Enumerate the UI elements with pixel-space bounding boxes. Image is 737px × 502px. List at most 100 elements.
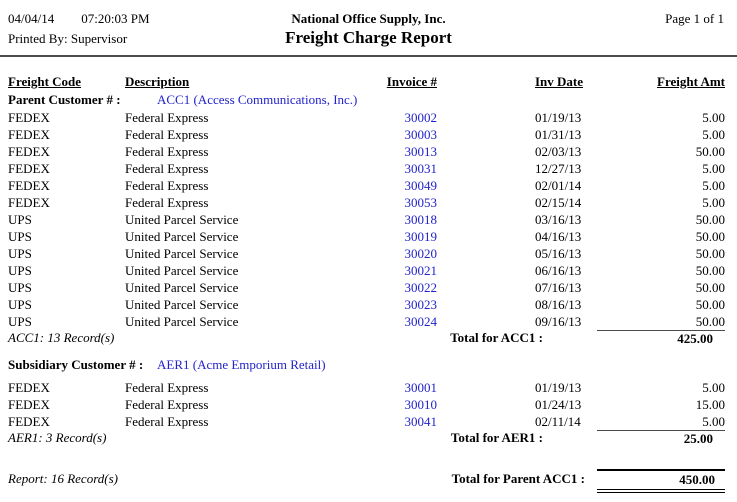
cell-freight-code: UPS: [8, 314, 32, 329]
table-row: UPS United Parcel Service 30018 03/16/13…: [8, 211, 725, 228]
cell-freight-amt: 5.00: [702, 127, 725, 142]
cell-inv-date: 01/24/13: [535, 397, 582, 412]
report-total-label: Total for Parent ACC1 :: [451, 471, 585, 486]
cell-description: Federal Express: [125, 195, 209, 210]
cell-description: United Parcel Service: [125, 212, 239, 227]
customer-link[interactable]: ACC1 (Access Communications, Inc.): [157, 92, 358, 107]
cell-freight-amt: 50.00: [695, 263, 725, 278]
spacer: [437, 73, 535, 91]
cell-freight-code: FEDEX: [8, 127, 50, 142]
spacer: [437, 109, 535, 126]
cell-freight-code: UPS: [8, 280, 32, 295]
cell-inv-date: 02/11/14: [535, 414, 581, 429]
invoice-link[interactable]: 30049: [404, 178, 438, 193]
report-header: 04/04/14 07:20:03 PM Printed By: Supervis…: [0, 0, 737, 57]
cell-freight-amt: 50.00: [695, 246, 725, 261]
spacer: [437, 245, 535, 262]
cell-description: United Parcel Service: [125, 246, 239, 261]
invoice-link[interactable]: 30013: [404, 144, 438, 159]
page-indicator: Page 1 of 1: [665, 11, 724, 26]
cell-freight-amt: 50.00: [695, 229, 725, 244]
cell-freight-amt: 5.00: [702, 110, 725, 125]
group-parent-customer: Parent Customer # : ACC1 (Access Communi…: [8, 91, 725, 348]
cell-description: United Parcel Service: [125, 280, 239, 295]
group-header-row: Parent Customer # : ACC1 (Access Communi…: [8, 91, 725, 109]
table-row: FEDEX Federal Express 30010 01/24/13 15.…: [8, 396, 725, 413]
cell-freight-amt: 50.00: [695, 297, 725, 312]
invoice-link[interactable]: 30003: [404, 127, 438, 142]
cell-freight-amt: 15.00: [695, 397, 725, 412]
table-row: UPS United Parcel Service 30019 04/16/13…: [8, 228, 725, 245]
cell-description: Federal Express: [125, 414, 209, 429]
cell-freight-code: FEDEX: [8, 161, 50, 176]
cell-freight-code: FEDEX: [8, 144, 50, 159]
invoice-link[interactable]: 30024: [404, 314, 438, 329]
cell-freight-code: FEDEX: [8, 397, 50, 412]
group-label: Subsidiary Customer # :: [8, 357, 144, 372]
cell-freight-code: FEDEX: [8, 178, 50, 193]
cell-freight-code: FEDEX: [8, 195, 50, 210]
table-row: UPS United Parcel Service 30023 08/16/13…: [8, 296, 725, 313]
cell-description: Federal Express: [125, 178, 209, 193]
cell-freight-code: FEDEX: [8, 380, 50, 395]
invoice-link[interactable]: 30041: [404, 414, 438, 429]
invoice-link[interactable]: 30023: [404, 297, 438, 312]
column-header-row: Freight Code Description Invoice # Inv D…: [8, 73, 725, 91]
invoice-link[interactable]: 30018: [404, 212, 438, 227]
group-total-label: Total for AER1 :: [450, 430, 543, 445]
spacer: [437, 228, 535, 245]
col-header-invoice: Invoice #: [386, 74, 437, 89]
table-row: FEDEX Federal Express 30013 02/03/13 50.…: [8, 143, 725, 160]
group-rows: FEDEX Federal Express 30001 01/19/13 5.0…: [8, 379, 725, 430]
spacer: [437, 177, 535, 194]
cell-freight-code: UPS: [8, 297, 32, 312]
page-title: Freight Charge Report: [285, 28, 452, 47]
table-row: UPS United Parcel Service 30024 09/16/13…: [8, 313, 725, 330]
invoice-link[interactable]: 30001: [404, 380, 438, 395]
group-summary-row: ACC1: 13 Record(s) Total for ACC1 : 425.…: [8, 330, 725, 348]
table-row: FEDEX Federal Express 30053 02/15/14 5.0…: [8, 194, 725, 211]
cell-freight-amt: 50.00: [695, 280, 725, 295]
customer-link[interactable]: AER1 (Acme Emporium Retail): [157, 357, 326, 372]
cell-freight-amt: 5.00: [702, 195, 725, 210]
invoice-link[interactable]: 30010: [404, 397, 438, 412]
spacer: [437, 296, 535, 313]
group-rows: FEDEX Federal Express 30002 01/19/13 5.0…: [8, 109, 725, 330]
col-header-inv-date: Inv Date: [535, 74, 584, 89]
spacer: [437, 396, 535, 413]
spacer: [437, 313, 535, 330]
table-row: FEDEX Federal Express 30041 02/11/14 5.0…: [8, 413, 725, 430]
table-row: FEDEX Federal Express 30049 02/01/14 5.0…: [8, 177, 725, 194]
invoice-link[interactable]: 30021: [404, 263, 438, 278]
cell-freight-amt: 50.00: [695, 144, 725, 159]
invoice-link[interactable]: 30002: [404, 110, 438, 125]
cell-inv-date: 05/16/13: [535, 246, 582, 261]
cell-freight-code: UPS: [8, 246, 32, 261]
report-total-amount: 450.00: [597, 469, 725, 493]
cell-description: Federal Express: [125, 380, 209, 395]
cell-inv-date: 02/01/14: [535, 178, 582, 193]
invoice-link[interactable]: 30031: [404, 161, 438, 176]
spacer: [437, 379, 535, 396]
table-row: FEDEX Federal Express 30002 01/19/13 5.0…: [8, 109, 725, 126]
cell-description: United Parcel Service: [125, 263, 239, 278]
company-name: National Office Supply, Inc.: [291, 11, 446, 26]
table-row: UPS United Parcel Service 30021 06/16/13…: [8, 262, 725, 279]
report-record-count: Report: 16 Record(s): [8, 471, 118, 486]
invoice-link[interactable]: 30020: [404, 246, 438, 261]
invoice-link[interactable]: 30019: [404, 229, 438, 244]
cell-description: Federal Express: [125, 127, 209, 142]
invoice-link[interactable]: 30053: [404, 195, 438, 210]
cell-inv-date: 03/16/13: [535, 212, 582, 227]
cell-inv-date: 07/16/13: [535, 280, 582, 295]
spacer: [437, 194, 535, 211]
cell-inv-date: 01/19/13: [535, 110, 582, 125]
record-count: ACC1: 13 Record(s): [8, 330, 115, 345]
table-row: UPS United Parcel Service 30020 05/16/13…: [8, 245, 725, 262]
group-total-amount: 25.00: [597, 430, 725, 447]
invoice-link[interactable]: 30022: [404, 280, 438, 295]
cell-description: Federal Express: [125, 161, 209, 176]
cell-inv-date: 08/16/13: [535, 297, 582, 312]
cell-inv-date: 01/19/13: [535, 380, 582, 395]
group-header-row: Subsidiary Customer # : AER1 (Acme Empor…: [8, 356, 725, 374]
